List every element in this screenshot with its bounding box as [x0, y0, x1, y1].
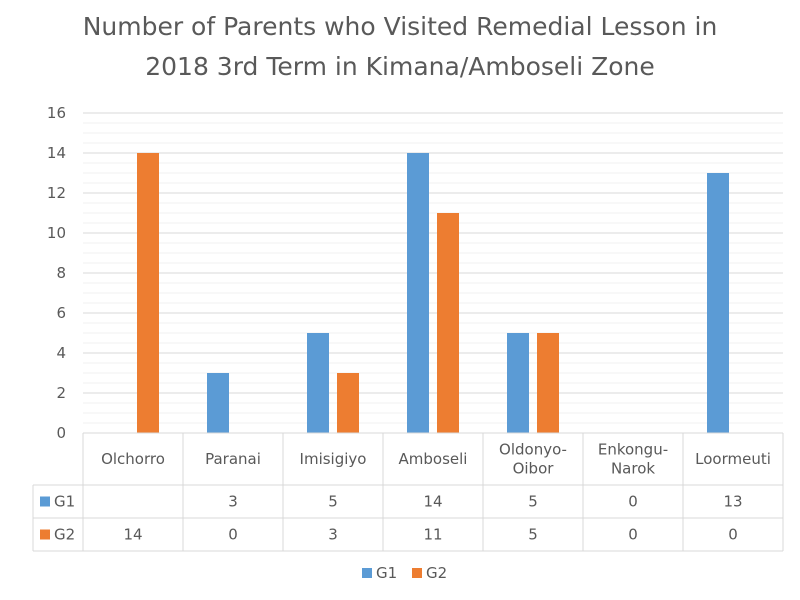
chart-title-line-1: Number of Parents who Visited Remedial L… — [82, 12, 718, 41]
category-label: Oldonyo- — [499, 441, 567, 459]
bar-g2 — [537, 333, 559, 433]
legend-label: G2 — [426, 564, 447, 582]
y-tick-label: 8 — [56, 264, 66, 282]
y-tick-label: 16 — [47, 104, 66, 122]
table-series-label: G2 — [54, 526, 75, 544]
bar-g1 — [507, 333, 529, 433]
bar-g2 — [137, 153, 159, 433]
table-legend-key-g1 — [40, 496, 50, 507]
y-tick-label: 4 — [56, 344, 66, 362]
chart-title-line-2: 2018 3rd Term in Kimana/Amboseli Zone — [145, 52, 655, 81]
bar-g2 — [437, 213, 459, 433]
table-cell-value: 5 — [328, 493, 338, 511]
table-cell-value: 0 — [228, 526, 238, 544]
table-series-label: G1 — [54, 493, 75, 511]
bar-g1 — [207, 373, 229, 433]
table-cell-value: 11 — [423, 526, 442, 544]
category-label: Olchorro — [101, 450, 165, 468]
y-tick-label: 10 — [47, 224, 66, 242]
category-label: Narok — [611, 460, 655, 478]
bar-g1 — [707, 173, 729, 433]
legend-label: G1 — [376, 564, 397, 582]
table-cell-value: 5 — [528, 526, 538, 544]
table-cell-value: 5 — [528, 493, 538, 511]
table-cell-value: 14 — [423, 493, 442, 511]
table-cell-value: 3 — [328, 526, 338, 544]
y-tick-label: 6 — [56, 304, 66, 322]
y-tick-label: 2 — [56, 384, 66, 402]
table-cell-value: 13 — [723, 493, 742, 511]
table-cell-value: 0 — [628, 526, 638, 544]
category-label: Loormeuti — [695, 450, 771, 468]
table-cell-value: 0 — [728, 526, 738, 544]
bar-g2 — [337, 373, 359, 433]
y-tick-label: 0 — [56, 424, 66, 442]
bar-g1 — [407, 153, 429, 433]
legend-key-g1 — [362, 568, 372, 578]
table-cell-value: 3 — [228, 493, 238, 511]
bar-g1 — [307, 333, 329, 433]
category-label: Oibor — [513, 460, 555, 478]
y-tick-label: 12 — [47, 184, 66, 202]
category-label: Amboseli — [399, 450, 468, 468]
table-cell-value: 0 — [628, 493, 638, 511]
y-tick-label: 14 — [47, 144, 66, 162]
category-label: Enkongu- — [598, 441, 668, 459]
table-legend-key-g2 — [40, 529, 50, 540]
table-cell-value: 14 — [123, 526, 142, 544]
category-label: Imisigiyo — [300, 450, 367, 468]
category-label: Paranai — [205, 450, 261, 468]
legend-key-g2 — [412, 568, 422, 578]
